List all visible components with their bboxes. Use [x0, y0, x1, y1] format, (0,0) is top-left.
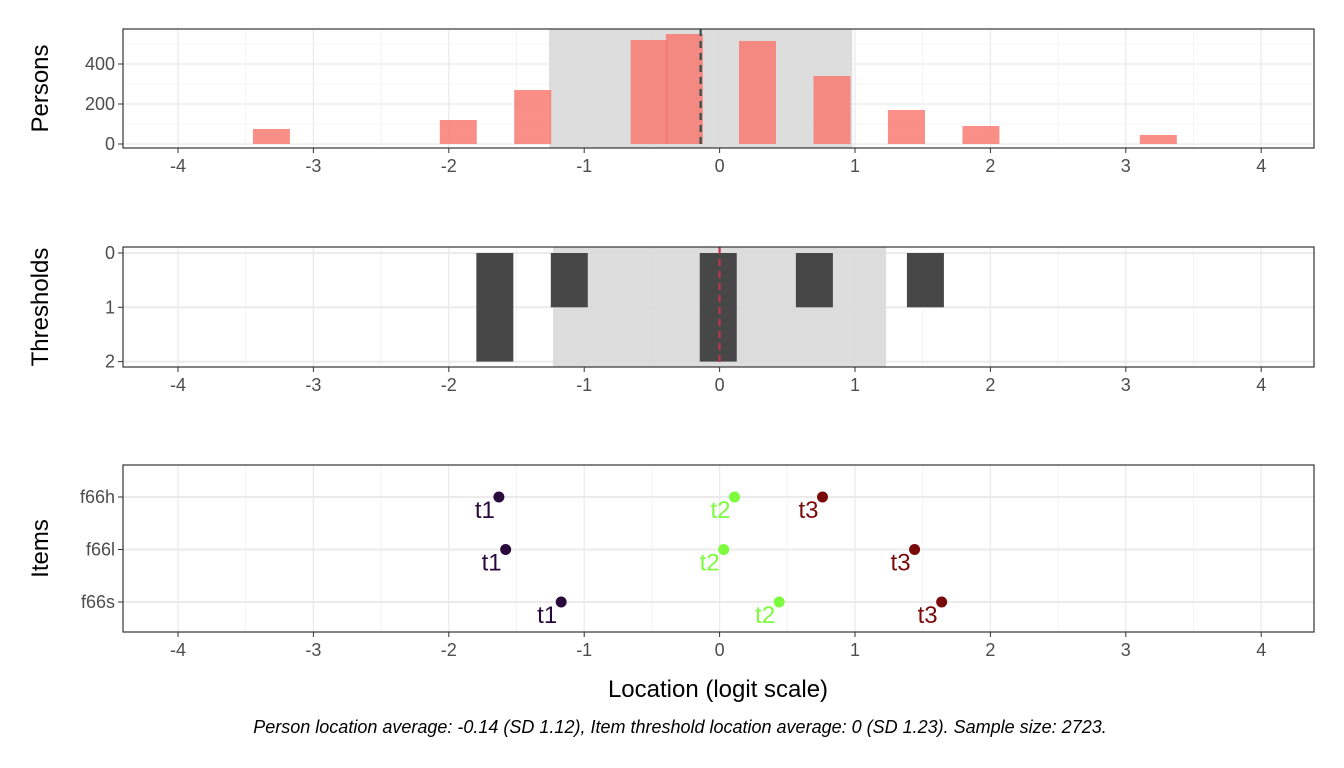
persons-bar — [887, 110, 925, 144]
item-threshold-point — [493, 491, 505, 503]
persons-bar — [813, 76, 851, 144]
persons-x-tick-label: 1 — [850, 156, 860, 176]
items-x-tick-label: -1 — [576, 640, 592, 660]
items-y-tick-label: f66s — [81, 592, 115, 612]
persons-x-tick-label: -3 — [305, 156, 321, 176]
item-threshold-label: t3 — [891, 550, 911, 577]
items-x-tick-label: 2 — [985, 640, 995, 660]
thresholds-y-axis-label: Thresholds — [27, 248, 54, 367]
item-threshold-label: t2 — [755, 602, 775, 629]
persons-bar — [439, 120, 477, 144]
items-y-tick-label: f66l — [86, 540, 115, 560]
persons-y-axis-label: Persons — [27, 44, 54, 132]
items-border — [122, 464, 1315, 633]
persons-x-tick-label: -2 — [441, 156, 457, 176]
persons-x-tick-label: -4 — [170, 156, 186, 176]
persons-bar — [739, 41, 777, 144]
persons-border — [122, 28, 1315, 149]
persons-panel: 0 200 400 -4 -3 -2 -1 0 1 2 3 4 Persons — [27, 28, 1315, 176]
persons-bar — [252, 129, 290, 144]
persons-bar — [514, 90, 552, 144]
persons-x-tick-label: 0 — [715, 156, 725, 176]
persons-x-tick-label: 4 — [1256, 156, 1266, 176]
thresholds-bar — [906, 253, 944, 308]
thresholds-bar — [550, 253, 588, 308]
items-x-tick-label: 1 — [850, 640, 860, 660]
item-threshold-label: t2 — [700, 550, 720, 577]
items-x-tick-label: 0 — [715, 640, 725, 660]
thresholds-x-tick-label: -1 — [576, 375, 592, 395]
persons-x-tick-label: 3 — [1121, 156, 1131, 176]
thresholds-y-tick-label: 1 — [105, 297, 115, 317]
thresholds-x-tick-label: -2 — [441, 375, 457, 395]
thresholds-y-tick-label: 2 — [105, 352, 115, 372]
item-threshold-point — [773, 596, 785, 608]
items-x-tick-label: 4 — [1256, 640, 1266, 660]
item-threshold-label: t3 — [798, 497, 818, 524]
thresholds-x-tick-label: 4 — [1256, 375, 1266, 395]
persons-bar — [630, 40, 668, 144]
item-threshold-point — [718, 544, 730, 555]
items-x-tick-label: -4 — [170, 640, 186, 660]
item-threshold-point — [909, 544, 921, 555]
item-threshold-label: t1 — [537, 602, 557, 629]
persons-y-tick-label: 0 — [105, 134, 115, 154]
persons-y-tick-label: 400 — [85, 54, 115, 74]
item-threshold-point — [936, 596, 948, 608]
item-threshold-point — [555, 596, 567, 608]
item-threshold-label: t3 — [918, 602, 938, 629]
item-threshold-label: t2 — [710, 497, 730, 524]
thresholds-bar — [699, 253, 737, 362]
items-x-tick-label: -3 — [305, 640, 321, 660]
items-y-axis-label: Items — [27, 519, 54, 578]
persons-x-tick-label: 2 — [985, 156, 995, 176]
thresholds-x-tick-label: 0 — [715, 375, 725, 395]
thresholds-panel: 0 1 2 -4 -3 -2 -1 0 1 2 3 4 Thresholds — [27, 243, 1315, 395]
persons-y-tick-label: 200 — [85, 94, 115, 114]
thresholds-x-tick-label: -4 — [170, 375, 186, 395]
thresholds-bar — [476, 253, 514, 362]
item-threshold-point — [728, 491, 740, 503]
thresholds-y-tick-label: 0 — [105, 243, 115, 263]
persons-x-tick-label: -1 — [576, 156, 592, 176]
items-x-tick-label: 3 — [1121, 640, 1131, 660]
thresholds-x-tick-label: -3 — [305, 375, 321, 395]
x-axis-label: Location (logit scale) — [608, 676, 828, 703]
persons-bar — [962, 126, 1000, 144]
thresholds-x-tick-label: 3 — [1121, 375, 1131, 395]
item-threshold-label: t1 — [475, 497, 495, 524]
caption-text: Person location average: -0.14 (SD 1.12)… — [253, 717, 1106, 737]
persons-bar — [1139, 135, 1177, 144]
items-y-tick-label: f66h — [80, 487, 115, 507]
items-x-tick-label: -2 — [441, 640, 457, 660]
item-threshold-label: t1 — [482, 550, 502, 577]
thresholds-bar — [795, 253, 833, 308]
thresholds-x-tick-label: 2 — [985, 375, 995, 395]
items-panel: t1 t2 t3 t1 t2 t3 t1 t2 t3 f66h f66l f66s -4 -3 -2 -1 0 1… — [27, 464, 1315, 660]
persons-bar — [665, 34, 703, 144]
thresholds-x-tick-label: 1 — [850, 375, 860, 395]
item-threshold-point — [817, 491, 829, 503]
item-threshold-point — [500, 544, 512, 555]
